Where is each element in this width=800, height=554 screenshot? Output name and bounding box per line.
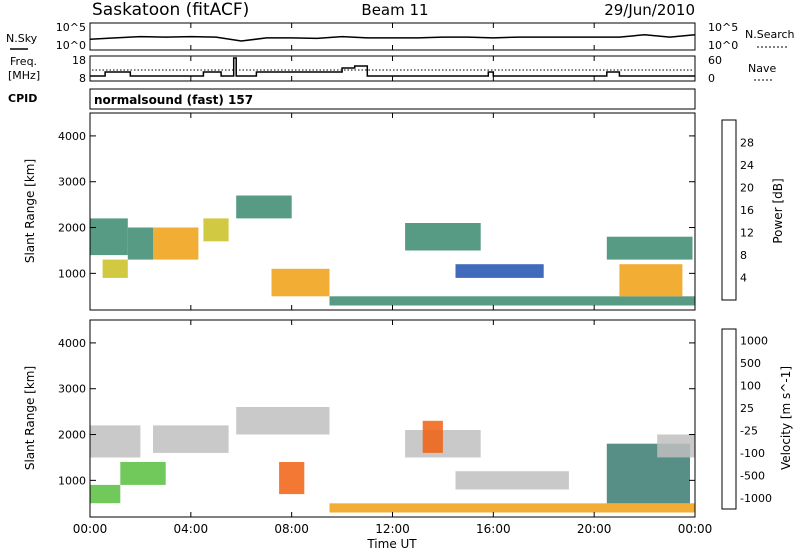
colorbar-tick-label: 28 (740, 137, 754, 150)
velocity-panel-frame (89, 319, 696, 518)
x-tick-label: 00:00 (73, 522, 108, 536)
heatmap-cell-1 (90, 484, 121, 504)
nsearch-label: N.Search (745, 28, 795, 41)
nave-label: Nave (748, 62, 776, 75)
freq-tick-top: 18 (72, 54, 86, 67)
freq-unit-label: [MHz] (8, 69, 40, 82)
x-tick-label: 08:00 (274, 522, 309, 536)
colorbar-tick-label: 25 (740, 402, 754, 415)
heatmap-cell-5 (236, 195, 292, 219)
y-tick-label: 3000 (58, 383, 86, 396)
power-heatmap (90, 195, 695, 306)
nave-tick-top: 60 (708, 54, 722, 67)
colorbar-tick-label: 4 (740, 272, 747, 285)
colorbar-tick-label: 16 (740, 204, 754, 217)
colorbar-tick-label: -25 (740, 424, 758, 437)
y-tick-label: 1000 (58, 474, 86, 487)
y-tick-label: 4000 (58, 130, 86, 143)
heatmap-cell-9 (455, 264, 544, 278)
colorbar-frame (721, 119, 737, 301)
heatmap-cell-10 (606, 236, 693, 260)
heatmap-cell-2 (120, 462, 166, 485)
y-tick-label: 4000 (58, 337, 86, 350)
heatmap-cell-0 (90, 218, 128, 256)
cpid-panel-frame (89, 88, 696, 110)
heatmap-cell-11 (657, 434, 695, 458)
nsky-tick-bottom: 10^0 (56, 39, 86, 52)
x-axis-ticks: 00:00 04:00 08:00 12:00 16:00 20:00 00:00 (73, 23, 713, 536)
nsky-series-line (89, 34, 696, 42)
nsky-tick-top: 10^5 (56, 21, 86, 34)
x-tick-label: 16:00 (476, 522, 511, 536)
heatmap-cell-4 (203, 218, 229, 242)
colorbar-tick-label: 500 (740, 357, 761, 370)
heatmap-cell-2 (127, 227, 153, 260)
x-axis-label: Time UT (366, 537, 417, 551)
heatmap-cell-5 (279, 462, 305, 495)
nsearch-tick-bottom: 10^0 (708, 39, 738, 52)
date-label: 29/Jun/2010 (604, 1, 695, 19)
power-colorbar-label: Power [dB] (771, 178, 785, 243)
colorbar-tick-label: -1000 (740, 492, 772, 505)
colorbar-tick-label: -100 (740, 447, 765, 460)
colorbar-frame (721, 328, 737, 510)
heatmap-cell-3 (153, 425, 229, 453)
heatmap-cell-4 (236, 407, 330, 435)
beam-label: Beam 11 (361, 1, 428, 19)
heatmap-cell-0 (90, 425, 141, 458)
nave-tick-bottom: 0 (708, 72, 715, 85)
velocity-colorbar: 1000 500 100 25 -25 -100 -500 -1000 (721, 328, 772, 510)
heatmap-cell-7 (329, 296, 695, 306)
nsearch-tick-top: 10^5 (708, 21, 738, 34)
heatmap-cell-11 (619, 264, 683, 297)
heatmap-cell-6 (329, 503, 695, 513)
velocity-axis-ticks: 4000 3000 2000 1000 (58, 337, 695, 487)
colorbar-tick-label: -500 (740, 469, 765, 482)
y-tick-label: 1000 (58, 267, 86, 280)
freq-label: Freq. (10, 55, 37, 68)
velocity-colorbar-label: Velocity [m s^-1] (779, 366, 793, 470)
freq-tick-bottom: 8 (79, 72, 86, 85)
x-tick-label: 00:00 (678, 522, 713, 536)
heatmap-cell-9 (455, 471, 569, 490)
heatmap-cell-1 (102, 259, 128, 278)
colorbar-tick-label: 12 (740, 227, 754, 240)
colorbar-tick-label: 1000 (740, 334, 768, 347)
power-ylabel: Slant Range [km] (23, 159, 37, 263)
cpid-label: CPID (8, 92, 37, 105)
heatmap-cell-8 (405, 223, 481, 251)
colorbar-tick-label: 20 (740, 182, 754, 195)
velocity-heatmap (90, 407, 695, 513)
y-tick-label: 3000 (58, 176, 86, 189)
x-tick-label: 20:00 (577, 522, 612, 536)
velocity-ylabel: Slant Range [km] (23, 366, 37, 470)
colorbar-tick-label: 8 (740, 249, 747, 262)
x-tick-label: 12:00 (375, 522, 410, 536)
y-tick-label: 2000 (58, 429, 86, 442)
colorbar-tick-label: 24 (740, 159, 754, 172)
x-tick-label: 04:00 (174, 522, 209, 536)
heatmap-cell-3 (153, 227, 199, 260)
colorbar-tick-label: 100 (740, 379, 761, 392)
y-tick-label: 2000 (58, 222, 86, 235)
power-axis-ticks: 4000 3000 2000 1000 (58, 130, 695, 280)
power-panel-frame (89, 112, 696, 311)
plot-title: Saskatoon (fitACF) (92, 0, 249, 20)
power-colorbar: 28 24 20 16 12 8 4 (721, 119, 754, 301)
heatmap-cell-6 (271, 268, 330, 297)
cpid-value: normalsound (fast) 157 (94, 93, 253, 107)
heatmap-cell-8 (422, 420, 443, 453)
nsky-label: N.Sky (6, 32, 38, 45)
